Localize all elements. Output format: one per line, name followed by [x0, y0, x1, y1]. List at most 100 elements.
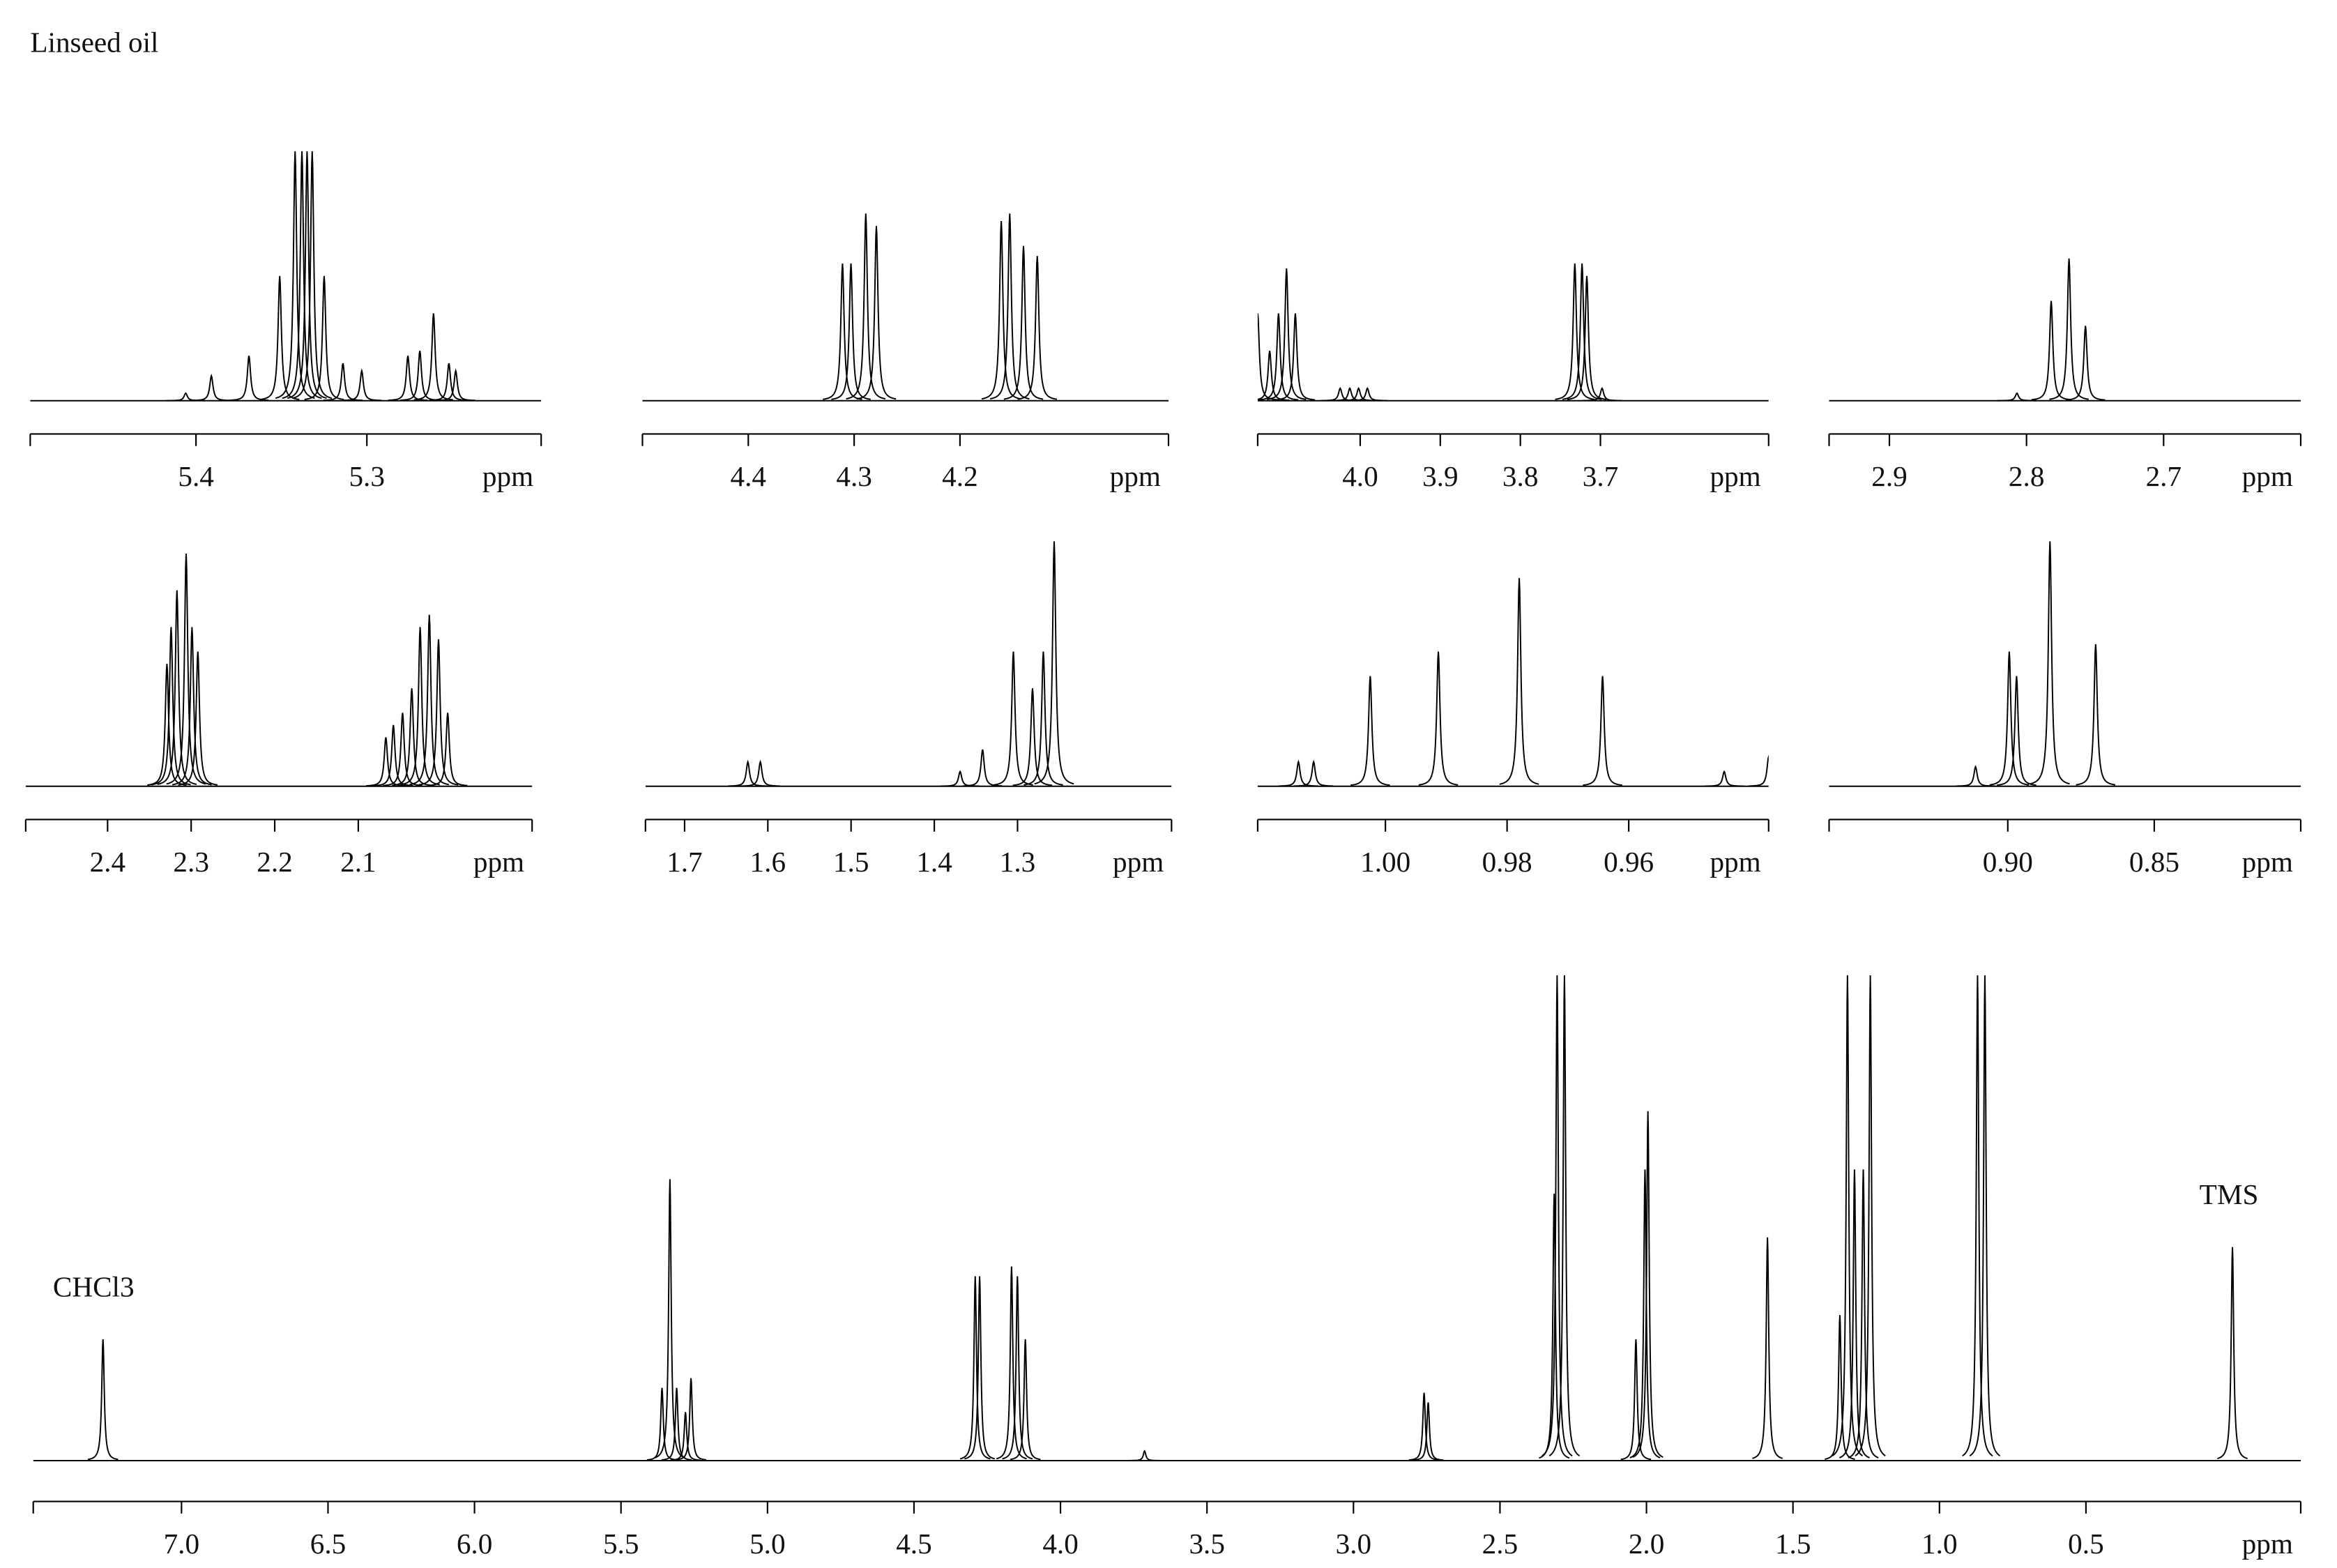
- peak: [661, 1387, 692, 1461]
- peak: [304, 275, 344, 400]
- peak: [1839, 1169, 1870, 1459]
- peak: [1418, 651, 1459, 786]
- peak: [1541, 975, 1573, 1456]
- peak: [418, 639, 459, 786]
- x-tick-label: 3.8: [1502, 460, 1538, 492]
- peak: [392, 688, 432, 786]
- x-axis-label: ppm: [2242, 1528, 2293, 1560]
- x-tick-label: 4.3: [836, 460, 871, 492]
- x-tick-label: 1.5: [1775, 1528, 1811, 1560]
- spectrum: [1257, 263, 1769, 402]
- x-tick-label: 0.96: [1604, 846, 1654, 878]
- peak: [1408, 1392, 1440, 1461]
- x-tick-label: 2.4: [90, 846, 125, 878]
- peak: [1548, 975, 1581, 1456]
- x-tick-label: 2.2: [257, 846, 292, 878]
- peak: [1002, 1276, 1033, 1460]
- peak: [856, 226, 897, 400]
- peak: [2031, 300, 2071, 401]
- x-axis-label: ppm: [1710, 460, 1760, 492]
- spectrum: [645, 541, 1172, 787]
- peak: [1997, 676, 2037, 786]
- peak: [1848, 1169, 1879, 1459]
- x-tick-label: 2.8: [2009, 460, 2044, 492]
- x-tick-label: 1.0: [1921, 1528, 1957, 1560]
- peak: [1034, 541, 1074, 785]
- peak: [373, 724, 413, 786]
- x-tick-label: 4.2: [942, 460, 977, 492]
- peak: [2217, 1247, 2248, 1459]
- peak: [292, 151, 333, 399]
- peak: [151, 627, 191, 786]
- peak: [1962, 975, 1993, 1456]
- x-tick-label: 5.3: [349, 460, 384, 492]
- peak: [959, 1276, 991, 1460]
- peak: [1499, 578, 1539, 785]
- x-tick-label: 4.5: [896, 1528, 931, 1560]
- x-tick-label: 1.6: [750, 846, 786, 878]
- x-tick-label: 5.0: [749, 1528, 785, 1560]
- peak: [1582, 387, 1622, 402]
- peak: [1620, 1339, 1652, 1461]
- x-axis-label: ppm: [2242, 846, 2293, 878]
- x-tick-label: 2.3: [173, 846, 208, 878]
- x-tick-label: 0.85: [2129, 846, 2179, 878]
- peak: [1567, 275, 1607, 400]
- peak: [994, 651, 1033, 786]
- peak: [1258, 313, 1299, 401]
- peak: [172, 627, 212, 786]
- x-tick-label: 3.0: [1336, 1528, 1371, 1560]
- peak: [654, 1179, 685, 1459]
- peak: [1632, 1111, 1664, 1458]
- spectrum: [30, 151, 542, 402]
- peak: [1003, 245, 1044, 400]
- x-tick-label: 7.0: [164, 1528, 199, 1560]
- peak: [436, 368, 475, 402]
- x-tick-label: 5.4: [178, 460, 213, 492]
- peak: [963, 749, 1003, 787]
- peak: [383, 713, 423, 786]
- peak: [1293, 759, 1334, 787]
- peak: [429, 363, 469, 402]
- x-axis-label: ppm: [473, 846, 524, 878]
- peak: [2049, 258, 2089, 400]
- spectrum: [1829, 258, 2301, 402]
- peak: [1752, 1237, 1783, 1459]
- peak: [676, 1378, 706, 1461]
- x-tick-label: 3.7: [1583, 460, 1618, 492]
- x-tick-label: 1.00: [1360, 846, 1410, 878]
- x-tick-label: 1.7: [667, 846, 702, 878]
- peak: [1339, 387, 1378, 402]
- peak: [147, 664, 187, 786]
- peak: [1704, 770, 1744, 787]
- x-tick-label: 1.4: [916, 846, 952, 878]
- peak: [1989, 651, 2030, 786]
- x-tick-label: 2.9: [1871, 460, 1907, 492]
- peak: [1257, 350, 1290, 401]
- x-tick-label: 4.0: [1342, 460, 1378, 492]
- peak: [728, 759, 768, 787]
- peak: [940, 770, 980, 787]
- peak: [229, 356, 269, 402]
- peak: [964, 1276, 995, 1460]
- peak: [388, 356, 428, 402]
- peak: [87, 1339, 119, 1461]
- annotation: TMS: [2200, 1178, 2259, 1210]
- peak: [1997, 392, 2037, 402]
- peak: [2065, 326, 2106, 401]
- x-tick-label: 2.0: [1629, 1528, 1664, 1560]
- x-tick-label: 6.0: [457, 1528, 492, 1560]
- peak: [1348, 387, 1387, 402]
- x-tick-label: 2.7: [2146, 460, 2182, 492]
- peak: [366, 737, 406, 787]
- peak: [646, 1387, 678, 1461]
- x-tick-label: 0.5: [2068, 1528, 2103, 1560]
- x-axis-label: ppm: [1710, 846, 1760, 878]
- spectrum: [33, 975, 2301, 1461]
- peak: [996, 1266, 1027, 1460]
- peak: [1969, 975, 2001, 1456]
- x-tick-label: 3.5: [1189, 1528, 1224, 1560]
- x-tick-label: 4.4: [731, 460, 766, 492]
- peak: [1129, 1449, 1160, 1461]
- peak: [2030, 541, 2070, 785]
